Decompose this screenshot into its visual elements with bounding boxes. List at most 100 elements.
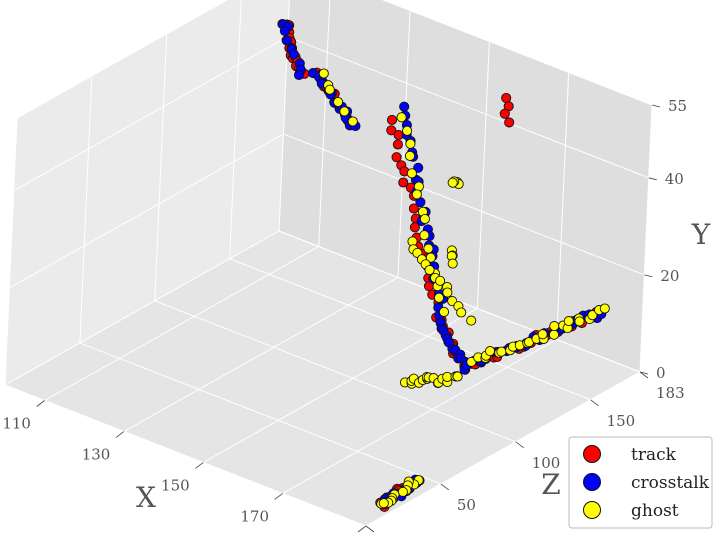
y-tick-label: 20 bbox=[660, 267, 679, 285]
point-ghost bbox=[537, 329, 548, 340]
y-tick bbox=[651, 104, 661, 108]
axis-ticks: 1101301501701910501001501830204055 bbox=[2, 97, 687, 533]
x-tick bbox=[195, 462, 204, 469]
y-axis-label: Y bbox=[691, 218, 711, 251]
left-wall-pane bbox=[5, 0, 290, 385]
grid-line-x bbox=[476, 41, 490, 309]
legend-item-crosstalk: crosstalk bbox=[583, 473, 710, 493]
data-points bbox=[277, 18, 610, 512]
point-crosstalk bbox=[399, 101, 410, 112]
point-crosstalk bbox=[279, 25, 290, 37]
x-tick bbox=[36, 400, 45, 407]
point-ghost bbox=[447, 177, 458, 188]
grid-line-y bbox=[283, 133, 645, 276]
point-crosstalk bbox=[281, 35, 293, 46]
grid-line-y bbox=[16, 0, 228, 119]
z-tick bbox=[515, 441, 524, 449]
legend-label-track: track bbox=[631, 445, 677, 465]
z-axis-label: Z bbox=[541, 468, 560, 501]
x-tick bbox=[357, 525, 367, 533]
point-ghost bbox=[405, 138, 416, 149]
y-tick bbox=[639, 371, 649, 375]
point-ghost bbox=[563, 316, 574, 327]
point-ghost bbox=[333, 96, 344, 108]
legend-item-track: track bbox=[583, 445, 677, 465]
z-tick bbox=[639, 371, 649, 379]
z-tick-label: 150 bbox=[607, 412, 636, 430]
x-tick-label: 130 bbox=[82, 445, 111, 463]
point-ghost bbox=[599, 303, 610, 314]
legend-marker-ghost bbox=[583, 501, 601, 519]
legend-frame bbox=[568, 436, 713, 529]
x-axis-label: X bbox=[136, 481, 156, 514]
point-ghost bbox=[548, 329, 560, 340]
grid-line-y bbox=[381, 0, 653, 106]
point-ghost bbox=[419, 213, 430, 225]
point-track bbox=[386, 125, 397, 136]
grid-line-z bbox=[154, 33, 168, 301]
point-ghost bbox=[324, 84, 335, 95]
point-track bbox=[408, 203, 419, 214]
point-ghost bbox=[587, 310, 598, 321]
x-tick-label: 170 bbox=[240, 507, 269, 525]
grid-line-x bbox=[282, 339, 557, 494]
grid-line-z bbox=[229, 258, 591, 401]
point-track bbox=[386, 114, 398, 125]
z-tick bbox=[365, 525, 375, 533]
point-crosstalk bbox=[293, 69, 305, 81]
point-ghost bbox=[574, 316, 585, 327]
z-tick bbox=[590, 399, 599, 407]
legend-marker-track bbox=[583, 445, 601, 463]
point-track bbox=[392, 139, 403, 150]
point-track bbox=[398, 177, 409, 188]
grid-line-x bbox=[203, 308, 478, 463]
point-ghost bbox=[397, 486, 408, 497]
z-tick-label: 100 bbox=[532, 454, 561, 472]
point-ghost bbox=[447, 258, 458, 269]
grid-line-x bbox=[365, 371, 641, 527]
point-ghost bbox=[424, 264, 435, 276]
grid-line-x bbox=[639, 104, 653, 373]
point-track bbox=[499, 108, 510, 119]
point-ghost bbox=[433, 292, 445, 303]
y-tick bbox=[648, 177, 657, 181]
point-ghost bbox=[452, 371, 463, 382]
grid-line-z bbox=[278, 0, 290, 232]
point-ghost bbox=[423, 243, 434, 254]
grid-lines bbox=[4, 0, 653, 527]
point-ghost bbox=[411, 189, 422, 200]
y-tick-label: 55 bbox=[668, 97, 687, 115]
point-ghost bbox=[484, 346, 496, 357]
z-tick bbox=[440, 483, 450, 491]
legend-label-crosstalk: crosstalk bbox=[631, 473, 710, 493]
point-crosstalk bbox=[413, 162, 424, 173]
legend: track crosstalk ghost bbox=[568, 436, 713, 529]
grid-line-y bbox=[9, 133, 284, 289]
point-ghost bbox=[347, 116, 358, 127]
point-ghost bbox=[456, 307, 467, 318]
legend-marker-crosstalk bbox=[583, 473, 601, 491]
point-ghost bbox=[339, 106, 350, 117]
point-track bbox=[504, 117, 515, 128]
x-tick bbox=[115, 431, 125, 438]
legend-item-ghost: ghost bbox=[583, 501, 679, 521]
point-ghost bbox=[396, 112, 407, 123]
grid-line-y bbox=[13, 36, 288, 192]
grid-line-x bbox=[556, 72, 570, 340]
y-tick-label: 0 bbox=[656, 364, 666, 382]
grid-line-y bbox=[287, 36, 649, 179]
point-track bbox=[391, 152, 402, 163]
point-ghost bbox=[406, 168, 417, 179]
point-track bbox=[409, 222, 420, 233]
grid-line-x bbox=[397, 10, 411, 278]
x-tick-label: 150 bbox=[161, 476, 190, 494]
point-ghost bbox=[419, 230, 430, 241]
grid-line-z bbox=[4, 384, 367, 527]
point-ghost bbox=[496, 346, 507, 357]
grid-line-z bbox=[4, 117, 18, 386]
grid-line-y bbox=[4, 230, 280, 386]
point-ghost bbox=[378, 498, 389, 509]
point-ghost bbox=[402, 125, 413, 136]
grid-line-x bbox=[318, 0, 331, 247]
